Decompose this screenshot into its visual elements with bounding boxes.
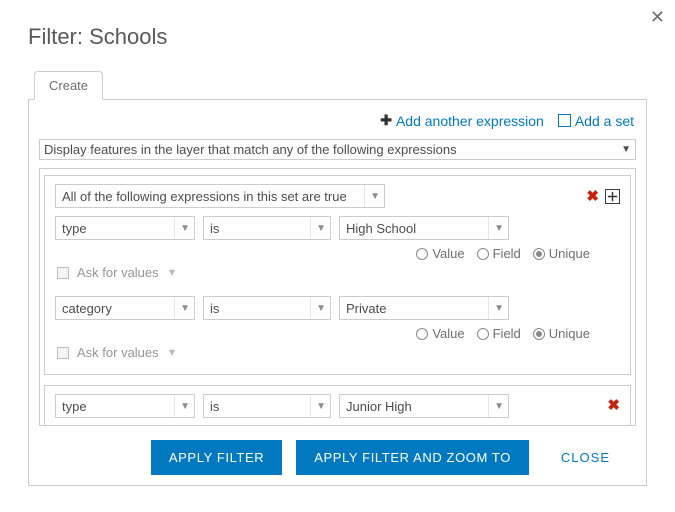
- filter-panel: ✚ Add another expression Add a set Displ…: [28, 100, 647, 486]
- operator-select[interactable]: is ▼: [203, 216, 331, 240]
- expression-set: All of the following expressions in this…: [44, 175, 631, 375]
- add-expression-link[interactable]: ✚ Add another expression: [380, 112, 544, 129]
- operator-select[interactable]: is ▼: [203, 394, 331, 418]
- tab-create[interactable]: Create: [34, 71, 103, 100]
- plus-icon: ✚: [380, 112, 392, 129]
- chevron-down-icon: ▼: [364, 185, 380, 207]
- value-type-radios: Value Field Unique: [55, 326, 620, 341]
- delete-set-icon[interactable]: ✖: [586, 187, 599, 205]
- chevron-down-icon: ▼: [621, 144, 631, 155]
- expression-row: category ▼ is ▼ Private ▼: [55, 296, 620, 320]
- expression-row: type ▼ is ▼ Junior High ▼: [55, 394, 620, 418]
- chevron-down-icon: ▼: [310, 395, 326, 417]
- field-value: type: [62, 399, 87, 414]
- add-expression-label: Add another expression: [396, 113, 544, 129]
- ask-label: Ask for values: [77, 265, 159, 280]
- delete-expression-icon[interactable]: ✖: [607, 396, 620, 414]
- chevron-down-icon: ▼: [310, 217, 326, 239]
- apply-filter-button[interactable]: APPLY FILTER: [151, 440, 282, 475]
- chevron-down-icon: ▼: [174, 395, 190, 417]
- dialog-footer: APPLY FILTER APPLY FILTER AND ZOOM TO CL…: [39, 426, 636, 475]
- field-select[interactable]: type ▼: [55, 394, 195, 418]
- display-rule-text: Display features in the layer that match…: [44, 142, 457, 157]
- ask-for-values[interactable]: Ask for values ▼: [57, 345, 620, 360]
- radio-unique[interactable]: Unique: [533, 246, 590, 261]
- value-text: Private: [346, 301, 386, 316]
- radio-value[interactable]: Value: [416, 326, 464, 341]
- chevron-down-icon: ▼: [167, 347, 178, 359]
- add-set-link[interactable]: Add a set: [558, 112, 634, 129]
- value-select[interactable]: Private ▼: [339, 296, 509, 320]
- operator-value: is: [210, 399, 219, 414]
- field-value: type: [62, 221, 87, 236]
- chevron-down-icon: ▼: [167, 267, 178, 279]
- close-button[interactable]: CLOSE: [543, 440, 628, 475]
- chevron-down-icon: ▼: [310, 297, 326, 319]
- filter-dialog: ✕ Filter: Schools Create ✚ Add another e…: [0, 0, 675, 512]
- radio-field[interactable]: Field: [477, 326, 521, 341]
- tab-row: Create: [28, 70, 647, 100]
- dialog-title: Filter: Schools: [28, 24, 647, 50]
- chevron-down-icon: ▼: [488, 395, 504, 417]
- value-select[interactable]: Junior High ▼: [339, 394, 509, 418]
- top-actions: ✚ Add another expression Add a set: [39, 108, 636, 139]
- field-select[interactable]: type ▼: [55, 216, 195, 240]
- field-select[interactable]: category ▼: [55, 296, 195, 320]
- operator-select[interactable]: is ▼: [203, 296, 331, 320]
- radio-field[interactable]: Field: [477, 246, 521, 261]
- chevron-down-icon: ▼: [488, 297, 504, 319]
- add-set-label: Add a set: [575, 113, 634, 129]
- operator-value: is: [210, 301, 219, 316]
- add-to-set-icon[interactable]: [605, 189, 620, 204]
- value-type-radios: Value Field Unique: [55, 246, 620, 261]
- apply-filter-zoom-button[interactable]: APPLY FILTER AND ZOOM TO: [296, 440, 529, 475]
- expressions-scroll[interactable]: All of the following expressions in this…: [39, 168, 636, 426]
- expression: ✖ type ▼ is ▼ Junior High ▼: [44, 385, 631, 426]
- ask-for-values[interactable]: Ask for values ▼: [57, 265, 620, 280]
- set-rule-select[interactable]: All of the following expressions in this…: [55, 184, 385, 208]
- checkbox-icon[interactable]: [57, 267, 69, 279]
- radio-value[interactable]: Value: [416, 246, 464, 261]
- radio-unique[interactable]: Unique: [533, 326, 590, 341]
- chevron-down-icon: ▼: [174, 297, 190, 319]
- set-icon: [558, 114, 571, 127]
- operator-value: is: [210, 221, 219, 236]
- chevron-down-icon: ▼: [488, 217, 504, 239]
- expression-row: type ▼ is ▼ High School ▼: [55, 216, 620, 240]
- value-text: High School: [346, 221, 416, 236]
- value-select[interactable]: High School ▼: [339, 216, 509, 240]
- chevron-down-icon: ▼: [174, 217, 190, 239]
- field-value: category: [62, 301, 112, 316]
- set-rule-text: All of the following expressions in this…: [62, 189, 347, 204]
- display-rule-select[interactable]: Display features in the layer that match…: [39, 139, 636, 160]
- value-text: Junior High: [346, 399, 412, 414]
- ask-label: Ask for values: [77, 345, 159, 360]
- checkbox-icon[interactable]: [57, 347, 69, 359]
- close-icon[interactable]: ✕: [650, 8, 665, 26]
